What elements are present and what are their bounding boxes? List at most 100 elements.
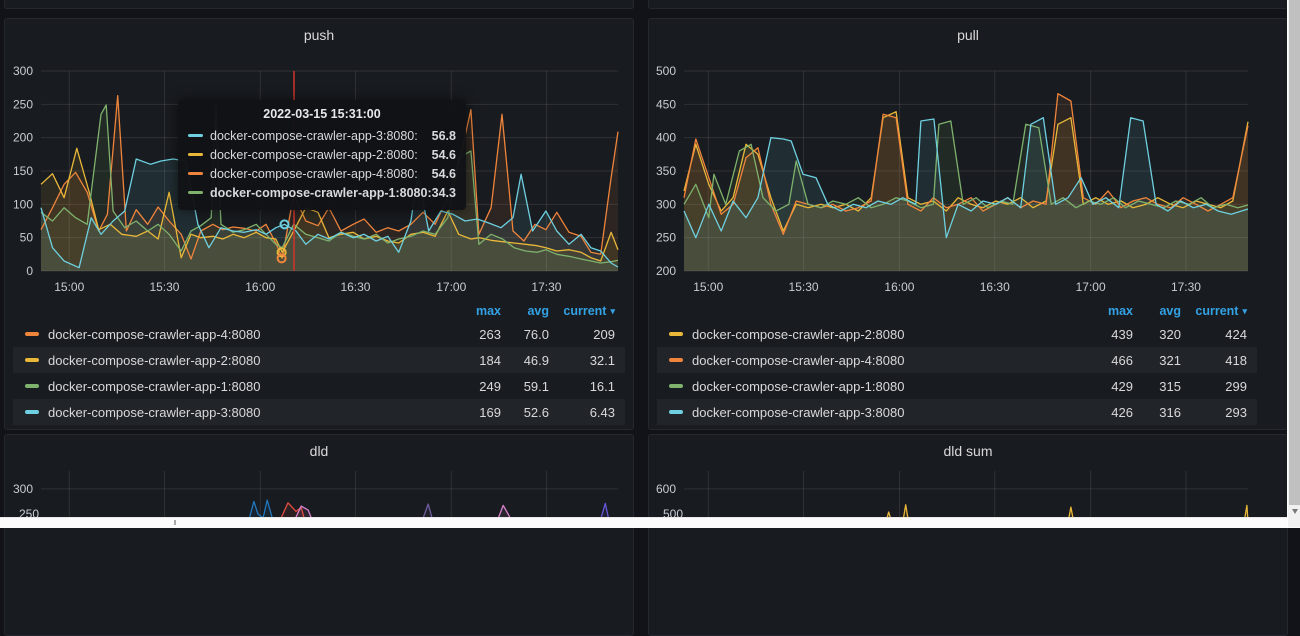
legend-current-value: 209 — [593, 326, 615, 342]
legend-series-label[interactable]: docker-compose-crawler-app-3:8080 — [669, 405, 1077, 420]
svg-text:300: 300 — [656, 197, 676, 211]
tooltip-row-highlighted: docker-compose-crawler-app-1:8080: 34.3 — [188, 183, 456, 202]
svg-text:100: 100 — [13, 197, 33, 211]
area-series-indigo — [594, 503, 610, 518]
legend-avg-value: 316 — [1159, 404, 1181, 420]
horizontal-scrollbar[interactable] — [0, 517, 1300, 528]
svg-text:300: 300 — [13, 482, 33, 496]
legend-series-label[interactable]: docker-compose-crawler-app-3:8080 — [25, 405, 445, 420]
svg-text:150: 150 — [13, 164, 33, 178]
svg-text:17:30: 17:30 — [1171, 280, 1201, 294]
legend-sort-current[interactable]: current ▾ — [1195, 304, 1247, 318]
legend-avg-value: 46.9 — [523, 352, 549, 368]
legend-max-value: 466 — [1111, 352, 1133, 368]
legend-row: docker-compose-crawler-app-2:8080 439 320 4… — [657, 321, 1257, 347]
legend-row: docker-compose-crawler-app-3:8080 169 52.6… — [13, 399, 625, 425]
svg-text:16:00: 16:00 — [245, 280, 275, 294]
dld-chart[interactable]: 300 — [5, 471, 631, 518]
svg-text:17:30: 17:30 — [531, 280, 561, 294]
legend-rows: docker-compose-crawler-app-2:8080 439 320 4… — [657, 321, 1257, 425]
line-docker-compose-crawler-app-2:8080 — [40, 147, 619, 262]
area-docker-compose-crawler-app-2:8080 — [41, 148, 618, 271]
legend-series-label[interactable]: docker-compose-crawler-app-2:8080 — [25, 353, 445, 368]
tooltip-series-label: docker-compose-crawler-app-3:8080: — [210, 128, 418, 143]
area-docker-compose-crawler-app-4:8080 — [684, 93, 1248, 271]
panel-title-dld[interactable]: dld — [309, 443, 329, 459]
legend-sort-max[interactable]: max — [1107, 304, 1133, 318]
legend-sort-max[interactable]: max — [475, 304, 501, 318]
graph-tooltip: 2022-03-15 15:31:00 docker-compose-crawl… — [178, 100, 466, 210]
legend-series-label[interactable]: docker-compose-crawler-app-1:8080 — [25, 379, 445, 394]
tooltip-series-label: docker-compose-crawler-app-2:8080: — [210, 147, 418, 162]
line-docker-compose-crawler-app-3:8080 — [683, 117, 1249, 239]
svg-text:600: 600 — [656, 482, 676, 496]
tooltip-row: docker-compose-crawler-app-4:8080: 54.6 — [188, 164, 456, 183]
series-color-dash — [188, 134, 203, 137]
dld-sum-chart[interactable]: 600 — [649, 471, 1285, 518]
series-color-dash — [669, 384, 683, 388]
series-color-dash — [25, 332, 39, 336]
line-series-purple — [422, 503, 433, 518]
tooltip-series-value: 54.6 — [431, 166, 456, 181]
legend-max-value: 426 — [1111, 404, 1133, 420]
line-series-red — [280, 502, 305, 518]
svg-text:16:30: 16:30 — [980, 280, 1010, 294]
tooltip-series-label: docker-compose-crawler-app-1:8080: — [210, 185, 432, 200]
area-docker-compose-crawler-app-1:8080 — [684, 121, 1248, 271]
svg-text:50: 50 — [20, 231, 34, 245]
series-color-dash — [25, 384, 39, 388]
vertical-scrollbar[interactable] — [1287, 0, 1300, 527]
tooltip-series-value: 54.6 — [431, 147, 456, 162]
legend-sort-avg[interactable]: avg — [527, 304, 549, 318]
svg-text:16:30: 16:30 — [340, 280, 370, 294]
area-docker-compose-crawler-app-3:8080 — [684, 117, 1248, 271]
tooltip-row: docker-compose-crawler-app-3:8080: 56.8 — [188, 126, 456, 145]
panel-title-dld-sum[interactable]: dld sum — [943, 443, 993, 459]
legend-row: docker-compose-crawler-app-3:8080 426 316 2… — [657, 399, 1257, 425]
vertical-scrollbar-thumb[interactable] — [1289, 0, 1300, 505]
panel-dld: dld 300 250 — [4, 434, 634, 636]
legend-current-value: 6.43 — [589, 404, 615, 420]
legend-series-label[interactable]: docker-compose-crawler-app-1:8080 — [669, 379, 1077, 394]
push-legend: max avg current ▾ docker-compose-crawler-… — [13, 301, 625, 425]
pull-chart[interactable]: 15:00 15:30 16:00 16:30 17:00 17:30 200 250 300 3… — [649, 61, 1285, 297]
scroll-down-button[interactable] — [1288, 505, 1300, 517]
legend-avg-value: 52.6 — [523, 404, 549, 420]
tooltip-series-value: 56.8 — [431, 128, 456, 143]
legend-sort-avg[interactable]: avg — [1159, 304, 1181, 318]
legend-avg-value: 320 — [1159, 326, 1181, 342]
svg-text:400: 400 — [656, 131, 676, 145]
sort-desc-icon: ▾ — [610, 306, 615, 316]
tooltip-series-label: docker-compose-crawler-app-4:8080: — [210, 166, 418, 181]
panel-title-pull[interactable]: pull — [957, 27, 979, 43]
legend-series-label[interactable]: docker-compose-crawler-app-2:8080 — [669, 327, 1077, 342]
legend-header: max avg current ▾ — [657, 301, 1257, 321]
legend-series-label[interactable]: docker-compose-crawler-app-4:8080 — [669, 353, 1077, 368]
svg-text:15:30: 15:30 — [789, 280, 819, 294]
horizontal-scrollbar-mark — [174, 520, 176, 525]
legend-max-value: 439 — [1111, 326, 1133, 342]
series-color-dash — [669, 358, 683, 362]
series-color-dash — [25, 410, 39, 414]
legend-series-label[interactable]: docker-compose-crawler-app-4:8080 — [25, 327, 445, 342]
panel-above-right-bottom-edge — [648, 0, 1288, 9]
tooltip-series-value: 34.3 — [431, 185, 456, 200]
svg-text:15:00: 15:00 — [54, 280, 84, 294]
svg-text:500: 500 — [656, 64, 676, 78]
tooltip-timestamp: 2022-03-15 15:31:00 — [263, 107, 381, 121]
legend-current-value: 424 — [1225, 326, 1247, 342]
legend-sort-current[interactable]: current ▾ — [563, 304, 615, 318]
line-docker-compose-crawler-app-1:8080 — [40, 104, 619, 264]
line-docker-compose-crawler-app-1:8080 — [683, 120, 1249, 219]
legend-row: docker-compose-crawler-app-4:8080 263 76.0… — [13, 321, 625, 347]
series-color-dash — [188, 172, 203, 175]
svg-text:250: 250 — [656, 231, 676, 245]
panel-title-push[interactable]: push — [303, 27, 335, 43]
svg-text:15:30: 15:30 — [149, 280, 179, 294]
legend-row: docker-compose-crawler-app-1:8080 249 59.1… — [13, 373, 625, 399]
series-color-dash — [669, 410, 683, 414]
panel-pull: pull 15:00 15:30 16:00 16:30 17:00 17:30 200 25… — [648, 18, 1288, 430]
legend-avg-value: 76.0 — [523, 326, 549, 342]
series-color-dash — [188, 153, 203, 156]
svg-text:250: 250 — [13, 97, 33, 111]
